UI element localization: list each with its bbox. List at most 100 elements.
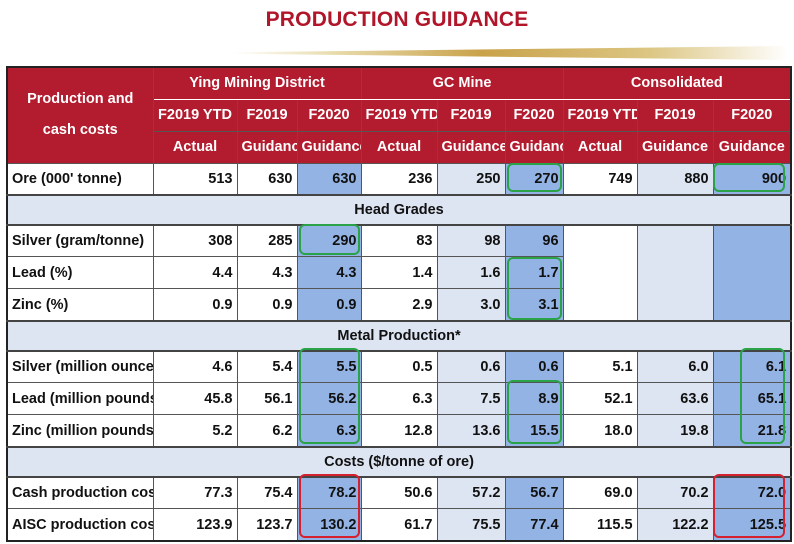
cell: 18.0 [562, 414, 638, 448]
row-label-zinc-grade: Zinc (%) [6, 288, 154, 322]
cell: 75.5 [436, 508, 506, 542]
cell: 12.8 [360, 414, 438, 448]
col-header-line2: Guidance [712, 130, 792, 164]
cell: 900 [712, 162, 792, 196]
table-row: Zinc (%) 0.9 0.9 0.9 2.9 3.0 3.1 [6, 288, 791, 322]
cell: 52.1 [562, 382, 638, 416]
cell: 75.4 [236, 476, 298, 510]
row-label-silver-production: Silver (million ounces) [6, 350, 154, 384]
cell: 123.7 [236, 508, 298, 542]
col-header-line2: Actual [152, 130, 238, 164]
col-header-line2: Guidance [436, 130, 506, 164]
cell: 0.6 [436, 350, 506, 384]
cell-empty [636, 224, 714, 322]
col-header-line1: F2020 [504, 98, 564, 132]
group-consolidated: Consolidated [562, 66, 792, 100]
cell: 290 [296, 224, 362, 258]
cell: 56.7 [504, 476, 564, 510]
table-row: Silver (gram/tonne) 308 285 290 83 98 96 [6, 224, 792, 322]
cell: 5.2 [152, 414, 238, 448]
cell: 250 [436, 162, 506, 196]
cell: 61.7 [360, 508, 438, 542]
cell: 6.1 [712, 350, 792, 384]
cell: 270 [504, 162, 564, 196]
table-row: Silver (million ounces) 4.6 5.4 5.5 0.5 … [6, 350, 792, 384]
cell: 77.3 [152, 476, 238, 510]
cell: 96 [504, 224, 564, 258]
cell: 78.2 [296, 476, 362, 510]
cell: 115.5 [562, 508, 638, 542]
section-costs: Costs ($/tonne of ore) [6, 445, 792, 478]
cell: 1.4 [360, 256, 438, 290]
cell: 83 [360, 224, 438, 258]
col-header-line2: Actual [562, 130, 638, 164]
table-row: Cash production costs 77.3 75.4 78.2 50.… [6, 476, 792, 510]
row-label-header: Production and cash costs [6, 66, 154, 164]
row-label-silver-grade: Silver (gram/tonne) [6, 224, 154, 258]
cell: 0.9 [152, 288, 238, 322]
cell: 130.2 [296, 508, 362, 542]
row-label-header-line1: Production and [27, 91, 134, 108]
cell: 13.6 [436, 414, 506, 448]
col-header-line1: F2019 [236, 98, 298, 132]
production-guidance-table: Production and cash costs Ying Mining Di… [6, 66, 793, 542]
cell: 630 [236, 162, 298, 196]
cell: 0.6 [504, 350, 564, 384]
table-row: Lead (%) 4.4 4.3 4.3 1.4 1.6 1.7 [6, 256, 791, 290]
cell: 308 [152, 224, 238, 258]
cell: 1.7 [504, 256, 564, 290]
cell-empty [712, 224, 792, 322]
cell: 123.9 [152, 508, 238, 542]
cell: 236 [360, 162, 438, 196]
row-label-ore: Ore (000' tonne) [6, 162, 154, 196]
table-row: Ore (000' tonne) 513 630 630 236 250 270… [6, 162, 792, 196]
cell: 63.6 [636, 382, 714, 416]
cell: 50.6 [360, 476, 438, 510]
cell: 749 [562, 162, 638, 196]
cell: 8.9 [504, 382, 564, 416]
cell: 0.9 [236, 288, 298, 322]
group-ying-mining-district: Ying Mining District [152, 66, 362, 100]
col-header-line2: Guidance [636, 130, 714, 164]
cell: 5.5 [296, 350, 362, 384]
col-header-line2: Guidance [236, 130, 298, 164]
cell: 3.1 [504, 288, 564, 322]
cell: 69.0 [562, 476, 638, 510]
section-row: Costs ($/tonne of ore) [6, 445, 792, 478]
cell: 4.3 [236, 256, 298, 290]
cell: 72.0 [712, 476, 792, 510]
cell: 21.8 [712, 414, 792, 448]
cell: 4.4 [152, 256, 238, 290]
col-header-line2: Actual [360, 130, 438, 164]
cell: 4.3 [296, 256, 362, 290]
row-label-header-line2: cash costs [42, 122, 118, 139]
cell: 1.6 [436, 256, 506, 290]
row-label-zinc-production: Zinc (million pounds) [6, 414, 154, 448]
table-row: Zinc (million pounds) 5.2 6.2 6.3 12.8 1… [6, 414, 792, 448]
cell: 5.4 [236, 350, 298, 384]
cell: 56.2 [296, 382, 362, 416]
cell: 70.2 [636, 476, 714, 510]
col-header-line1: F2019 [636, 98, 714, 132]
cell: 45.8 [152, 382, 238, 416]
section-metal-production: Metal Production* [6, 319, 792, 352]
cell: 5.1 [562, 350, 638, 384]
decorative-swoosh [232, 46, 788, 60]
col-header-line1: F2020 [296, 98, 362, 132]
cell: 15.5 [504, 414, 564, 448]
cell: 630 [296, 162, 362, 196]
cell: 77.4 [504, 508, 564, 542]
col-header-line1: F2019 [436, 98, 506, 132]
row-label-lead-grade: Lead (%) [6, 256, 154, 290]
section-row: Metal Production* [6, 319, 792, 352]
cell: 4.6 [152, 350, 238, 384]
cell: 6.3 [296, 414, 362, 448]
col-header-line1: F2019 YTD [152, 98, 238, 132]
cell: 2.9 [360, 288, 438, 322]
cell: 6.2 [236, 414, 298, 448]
cell: 6.0 [636, 350, 714, 384]
cell: 56.1 [236, 382, 298, 416]
col-header-line2: Guidance [504, 130, 564, 164]
row-label-cash-cost: Cash production costs [6, 476, 154, 510]
cell: 122.2 [636, 508, 714, 542]
